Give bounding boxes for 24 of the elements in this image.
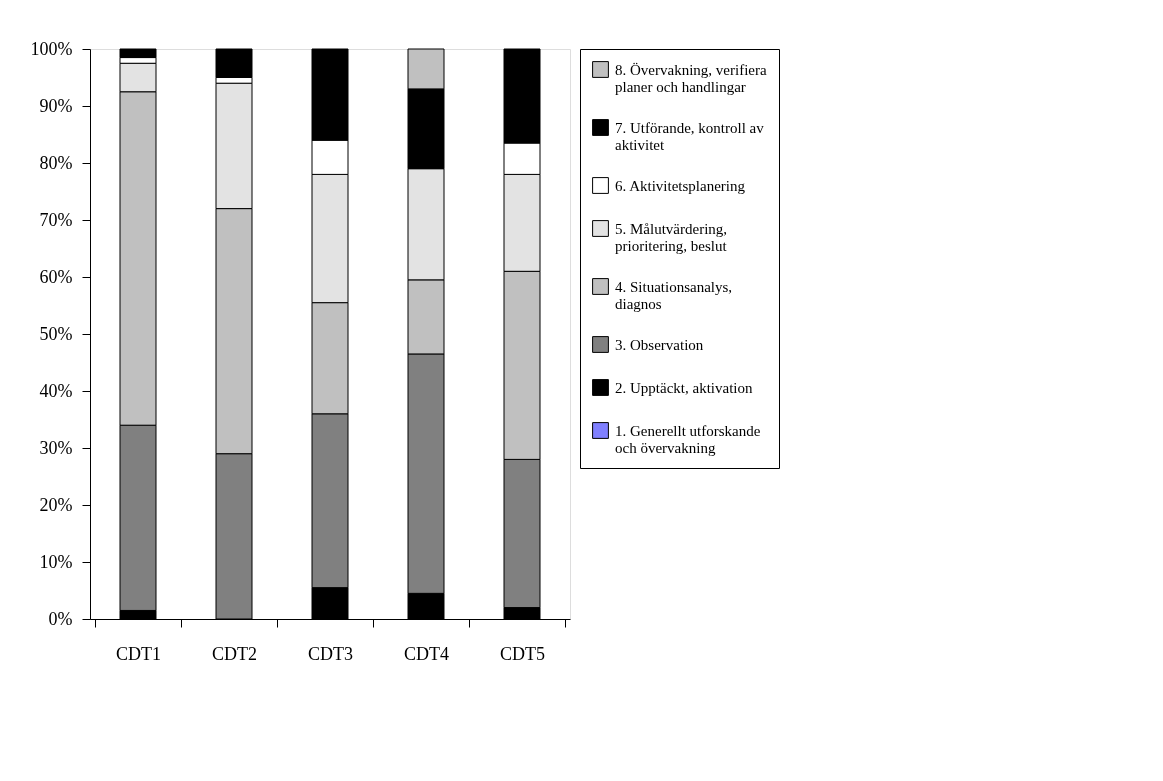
y-tick-label: 40%: [39, 380, 73, 401]
legend-label: 1. Generellt utforskande och övervakning: [615, 422, 761, 456]
legend-label: 7. Utförande, kontroll av aktivitet: [615, 119, 765, 153]
y-tick-label: 60%: [39, 266, 73, 287]
x-tick-label: CDT5: [500, 643, 545, 664]
y-tick-label: 30%: [39, 437, 73, 458]
legend-label: 6. Aktivitetsplanering: [615, 177, 746, 194]
legend-label: 5. Målutvärdering, prioritering, beslut: [615, 220, 728, 254]
y-tick-label: 10%: [39, 551, 73, 572]
y-tick-label: 100%: [30, 38, 73, 59]
legend-label: 4. Situationsanalys, diagnos: [615, 278, 733, 312]
y-tick-label: 80%: [39, 152, 73, 173]
y-tick-label: 20%: [39, 494, 73, 515]
y-tick-label: 0%: [48, 608, 73, 629]
x-tick-label: CDT2: [212, 643, 257, 664]
y-tick-label: 90%: [39, 95, 73, 116]
y-tick-label: 70%: [39, 209, 73, 230]
y-tick-label: 50%: [39, 323, 73, 344]
legend-label: 8. Övervakning, verifiera planer och handlingar: [615, 61, 767, 95]
x-tick-label: CDT1: [116, 643, 161, 664]
x-tick-label: CDT4: [404, 643, 449, 664]
legend-label: 2. Upptäckt, aktivation: [615, 379, 753, 396]
legend-label: 3. Observation: [615, 336, 704, 353]
x-tick-label: CDT3: [308, 643, 353, 664]
